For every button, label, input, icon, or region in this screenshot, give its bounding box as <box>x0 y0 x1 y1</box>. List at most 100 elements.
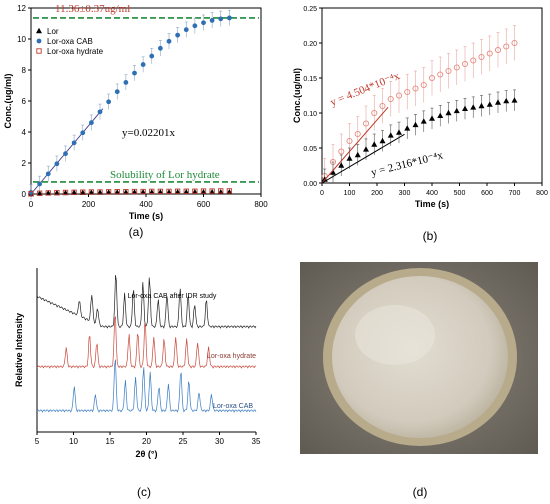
x-tick-label: 30 <box>215 437 224 446</box>
data-point <box>429 115 435 121</box>
xrd-pattern <box>36 274 257 329</box>
data-point <box>114 189 120 195</box>
legend-entry: Lor-oxa CAB <box>47 37 93 46</box>
dish-highlight <box>355 305 435 365</box>
data-point <box>420 81 427 89</box>
data-point <box>379 102 386 110</box>
data-point <box>114 189 121 195</box>
data-point <box>157 188 164 195</box>
data-point <box>478 102 485 109</box>
x-axis-label: Time (s) <box>129 211 163 221</box>
data-point <box>149 188 155 195</box>
data-point <box>175 32 181 38</box>
data-point <box>140 62 146 67</box>
data-point <box>346 155 353 161</box>
data-point <box>88 189 95 195</box>
data-point <box>371 109 378 117</box>
data-point <box>62 189 69 196</box>
data-point <box>412 121 419 128</box>
data-point <box>396 129 402 135</box>
y-tick-label: 0.10 <box>303 111 317 118</box>
data-point <box>140 189 147 195</box>
data-point <box>28 190 34 195</box>
legend-marker <box>36 27 42 34</box>
data-point <box>453 64 460 71</box>
data-point <box>209 18 215 23</box>
data-point <box>346 137 353 145</box>
data-point <box>131 188 138 195</box>
data-point <box>486 101 493 107</box>
data-point <box>387 95 394 103</box>
x-tick-label: 600 <box>197 200 211 209</box>
x-tick-label: 500 <box>454 190 466 197</box>
legend-entry: Lor-oxa hydrate <box>47 47 104 56</box>
data-point <box>338 162 345 168</box>
data-point <box>495 99 501 105</box>
y-tick-label: 10 <box>17 35 26 44</box>
data-point <box>157 45 163 51</box>
data-point <box>453 107 460 114</box>
plot-frame <box>30 7 262 195</box>
data-point <box>503 97 510 104</box>
x-tick-label: 15 <box>106 437 115 446</box>
y-axis-label: Conc.(ug/ml) <box>3 74 13 129</box>
data-point <box>106 99 112 105</box>
data-point <box>387 132 394 138</box>
data-point <box>166 188 172 195</box>
data-point <box>470 104 477 110</box>
fit-line-label: y=0.02201x <box>122 127 175 139</box>
series-label: Lor-oxa hydrate <box>207 353 256 360</box>
data-point <box>437 71 444 78</box>
x-tick-label: 600 <box>481 190 493 197</box>
data-point <box>174 188 181 194</box>
data-point <box>200 188 207 194</box>
data-point <box>105 189 112 195</box>
y-axis-label: Relative Intensity <box>14 313 24 387</box>
data-point <box>395 92 403 99</box>
panel-label-d: (d) <box>413 485 428 499</box>
y-tick-label: 0 <box>22 190 27 199</box>
data-point <box>404 88 411 96</box>
data-point <box>379 137 386 144</box>
data-point <box>149 53 155 59</box>
x-tick-label: 700 <box>509 190 521 197</box>
y-tick-label: 12 <box>17 4 26 13</box>
data-point <box>511 97 518 103</box>
y-tick-label: 8 <box>22 66 27 75</box>
data-point <box>486 50 493 57</box>
data-point <box>79 189 86 195</box>
data-point <box>412 85 419 92</box>
data-point <box>36 190 43 196</box>
data-point <box>445 67 452 75</box>
data-point <box>140 188 146 195</box>
data-point <box>45 190 51 196</box>
y-tick-label: 0.05 <box>303 146 317 153</box>
data-point <box>183 188 189 194</box>
y-tick-label: 0.25 <box>303 6 317 13</box>
data-point <box>80 130 86 136</box>
data-point <box>478 53 485 61</box>
data-point <box>428 74 436 82</box>
panel-label-a: (a) <box>129 225 144 239</box>
data-point <box>36 190 43 196</box>
reference-line-label: Solubility of Lor hydrate <box>110 169 220 181</box>
fit-line <box>321 133 405 184</box>
x-tick-label: 5 <box>35 437 40 446</box>
data-point <box>445 109 452 116</box>
data-point <box>192 188 198 194</box>
data-point <box>71 140 77 146</box>
data-point <box>122 189 129 195</box>
data-point <box>123 189 129 195</box>
y-tick-label: 4 <box>22 128 27 137</box>
reference-line-label: 11.36±0.37ug/ml <box>55 3 130 15</box>
data-point <box>62 189 69 196</box>
data-point <box>97 109 103 115</box>
x-tick-label: 100 <box>344 190 356 197</box>
data-point <box>201 20 206 26</box>
data-point <box>166 38 172 44</box>
data-point <box>192 23 198 29</box>
data-point <box>226 188 233 194</box>
data-point <box>363 146 369 152</box>
data-point <box>131 189 138 195</box>
data-point <box>226 15 232 21</box>
